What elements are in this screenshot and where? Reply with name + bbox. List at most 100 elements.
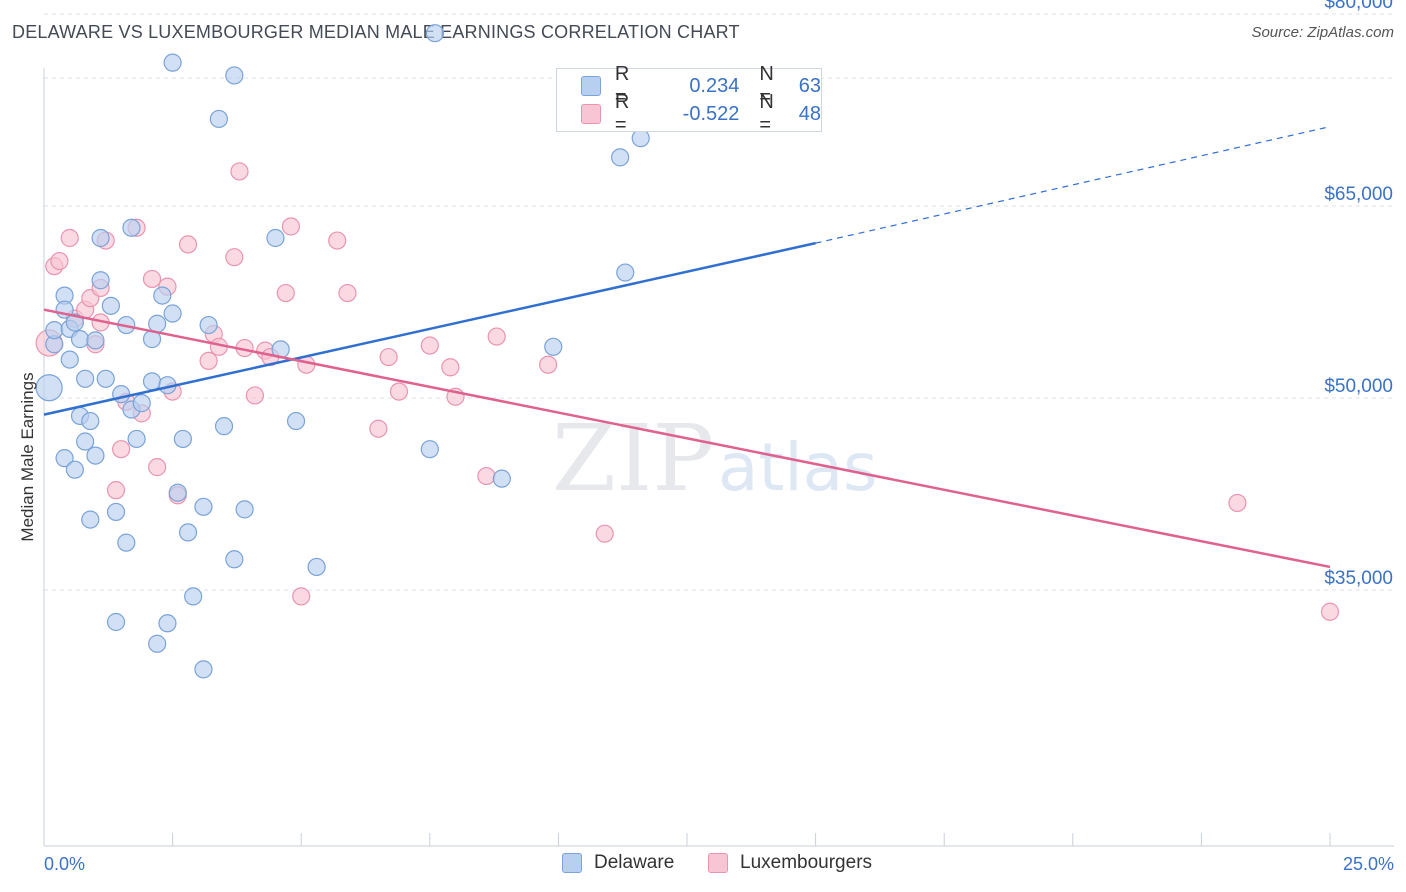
delaware-point xyxy=(65,313,84,332)
y-tick-label: $35,000 xyxy=(1324,568,1393,589)
delaware-point xyxy=(225,550,244,569)
delaware-point xyxy=(148,634,167,653)
delaware-point xyxy=(86,331,105,350)
delaware-point xyxy=(91,228,110,248)
delaware-point xyxy=(117,533,136,552)
luxembourgers-point xyxy=(477,466,496,486)
delaware-point xyxy=(106,612,126,632)
luxembourgers-point xyxy=(230,162,249,181)
y-tick-labels: $35,000 $50,000 $65,000 $80,000 xyxy=(1324,0,1393,589)
delaware-point xyxy=(286,411,306,431)
luxembourgers-point xyxy=(245,386,265,405)
luxembourgers-point xyxy=(328,231,347,250)
delaware-point xyxy=(101,296,120,315)
delaware-point xyxy=(235,500,254,519)
luxembourgers-point xyxy=(420,336,439,355)
delaware-point xyxy=(194,660,213,679)
legend-n-label: N = xyxy=(759,91,774,136)
delaware-point xyxy=(214,417,234,436)
luxembourgers-point xyxy=(389,382,409,401)
delaware-point xyxy=(163,304,182,323)
y-tick-label: $80,000 xyxy=(1324,0,1393,13)
delaware-point xyxy=(158,614,177,633)
x-tick-label-max: 25.0% xyxy=(1343,854,1394,874)
x-ticks xyxy=(43,833,1331,846)
legend-row-luxembourgers: R = -0.522 N = 48 xyxy=(581,91,821,136)
trend-lines xyxy=(43,126,1331,569)
delaware-point xyxy=(168,483,187,502)
legend-swatch-delaware xyxy=(581,76,601,96)
luxembourgers-point xyxy=(595,524,614,543)
delaware-point xyxy=(199,315,218,335)
luxembourgers-point xyxy=(379,347,398,367)
delaware-point xyxy=(81,510,100,529)
delaware-point xyxy=(127,429,146,449)
delaware-point xyxy=(122,218,141,237)
axes xyxy=(43,68,1394,847)
delaware-point xyxy=(163,53,182,72)
delaware-point xyxy=(266,228,285,248)
luxembourgers-point xyxy=(487,327,506,346)
bottom-legend-swatch-luxembourgers xyxy=(708,853,728,873)
delaware-point xyxy=(420,440,439,459)
bottom-legend-swatch-delaware xyxy=(562,853,582,873)
luxembourgers-point xyxy=(539,355,558,374)
delaware-point xyxy=(425,24,445,43)
luxembourgers-point xyxy=(369,419,388,438)
delaware-point xyxy=(307,557,326,577)
watermark-atlas: atlas xyxy=(718,429,878,506)
delaware-point xyxy=(45,321,64,340)
delaware-point xyxy=(76,432,95,451)
delaware-point xyxy=(194,497,213,516)
x-tick-label-min: 0.0% xyxy=(44,854,85,874)
delaware-point xyxy=(132,394,151,413)
legend-r-label: R = xyxy=(614,63,630,108)
watermark: ZIP atlas xyxy=(552,405,878,512)
luxembourgers-point xyxy=(112,440,131,459)
luxembourgers-point xyxy=(1320,602,1340,621)
legend-n-value-delaware: 63 xyxy=(798,74,821,97)
bottom-legend-delaware: Delaware xyxy=(562,852,674,874)
luxembourgers-point xyxy=(281,217,301,236)
bottom-legend-label-luxembourgers: Luxembourgers xyxy=(740,852,873,873)
luxembourgers-point xyxy=(225,248,244,267)
delaware-point xyxy=(173,429,192,449)
delaware-point xyxy=(35,374,63,402)
luxembourgers-point xyxy=(106,481,126,500)
delaware-point xyxy=(65,460,84,479)
source-label: Source: ZipAtlas.com xyxy=(1251,24,1394,41)
delaware-point xyxy=(55,449,74,468)
legend-n-value-luxembourgers: 48 xyxy=(798,102,821,125)
delaware-trend-extension xyxy=(815,126,1331,244)
delaware-point xyxy=(209,109,228,129)
delaware-point xyxy=(86,446,105,465)
y-tick-label: $65,000 xyxy=(1324,184,1393,205)
watermark-zip: ZIP xyxy=(552,405,714,512)
luxembourgers-point xyxy=(178,235,198,254)
luxembourgers-trend-line xyxy=(43,308,1331,569)
luxembourgers-point xyxy=(338,283,357,303)
delaware-point xyxy=(91,271,110,290)
legend-n-label: N = xyxy=(759,63,774,108)
delaware-point xyxy=(112,385,131,404)
luxembourgers-point xyxy=(50,251,69,271)
y-axis-label: Median Male Earnings xyxy=(18,372,37,541)
delaware-point xyxy=(225,66,244,85)
delaware-point xyxy=(70,330,90,349)
delaware-point xyxy=(544,337,563,356)
delaware-point xyxy=(106,502,126,522)
delaware-point xyxy=(76,369,95,388)
delaware-point xyxy=(611,148,630,167)
legend-r-value-luxembourgers: -0.522 xyxy=(682,102,740,125)
delaware-point xyxy=(81,411,100,431)
legend-r-value-delaware: 0.234 xyxy=(689,74,740,97)
legend-swatch-luxembourgers xyxy=(581,104,601,124)
delaware-point xyxy=(153,286,172,305)
delaware-trend-line xyxy=(43,241,816,416)
delaware-point xyxy=(142,372,162,391)
chart-title: DELAWARE VS LUXEMBOURGER MEDIAN MALE EAR… xyxy=(12,22,740,42)
luxembourgers-point xyxy=(60,228,79,248)
luxembourgers-point xyxy=(292,587,311,606)
delaware-point xyxy=(60,350,79,369)
